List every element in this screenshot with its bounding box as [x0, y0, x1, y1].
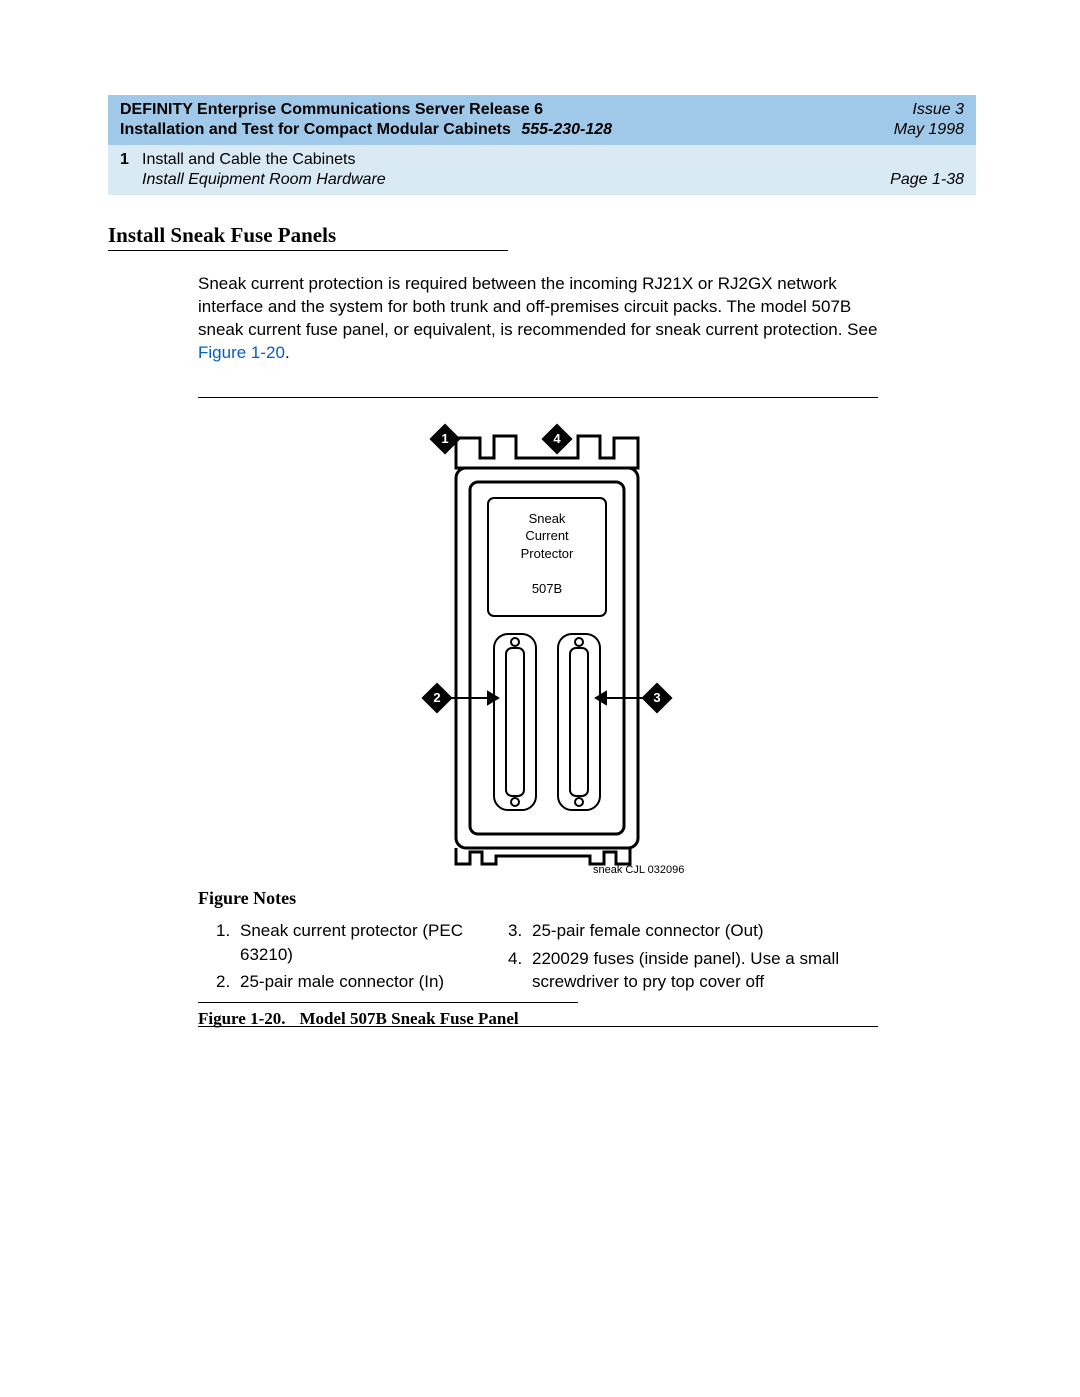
header-row-3: 1 Install and Cable the Cabinets: [108, 145, 976, 171]
callout-3: 3: [641, 682, 672, 713]
caption-rule: [198, 1002, 578, 1003]
figure-caption: Figure 1-20. Model 507B Sneak Fuse Panel: [198, 1009, 976, 1029]
issue-date: May 1998: [894, 121, 964, 139]
drawing-code: sneak CJL 032096: [593, 864, 684, 876]
list-item: 1. Sneak current protector (PEC 63210): [216, 919, 498, 967]
product-title-line1: DEFINITY Enterprise Communications Serve…: [120, 101, 912, 119]
chapter-title: Install and Cable the Cabinets: [142, 151, 964, 169]
issue-label: Issue 3: [912, 101, 964, 119]
figure-link[interactable]: Figure 1-20: [198, 343, 285, 362]
list-item: 4. 220029 fuses (inside panel). Use a sm…: [508, 947, 878, 995]
figure-diagram: 1 4 2 3 Sneak Current Protector 507B sne…: [198, 398, 878, 878]
callout-2: 2: [421, 682, 452, 713]
figure-notes-heading: Figure Notes: [198, 888, 976, 909]
list-item: 2. 25-pair male connector (In): [216, 970, 498, 994]
doc-number: 555-230-128: [521, 121, 612, 138]
figure-notes-col-left: 1. Sneak current protector (PEC 63210) 2…: [198, 919, 498, 998]
paragraph-text-post: .: [285, 343, 290, 362]
figure-notes-col-right: 3. 25-pair female connector (Out) 4. 220…: [498, 919, 878, 998]
figure-caption-title: Model 507B Sneak Fuse Panel: [300, 1009, 519, 1028]
page-number: Page 1-38: [890, 171, 964, 189]
list-item: 3. 25-pair female connector (Out): [508, 919, 878, 943]
paragraph-text-pre: Sneak current protection is required bet…: [198, 274, 877, 339]
header-row-4: Install Equipment Room Hardware Page 1-3…: [108, 171, 976, 195]
callout-4: 4: [541, 423, 572, 454]
figure-notes: 1. Sneak current protector (PEC 63210) 2…: [198, 919, 878, 998]
callout-1: 1: [429, 423, 460, 454]
chapter-number: 1: [120, 151, 142, 169]
subsection-title: Install Equipment Room Hardware: [142, 171, 890, 189]
body-paragraph: Sneak current protection is required bet…: [198, 273, 878, 365]
device-label: Sneak Current Protector 507B: [487, 510, 607, 598]
section-heading: Install Sneak Fuse Panels: [108, 223, 508, 251]
header-row-1: DEFINITY Enterprise Communications Serve…: [108, 95, 976, 121]
header-row-2: Installation and Test for Compact Modula…: [108, 121, 976, 145]
figure-caption-number: Figure 1-20.: [198, 1009, 286, 1028]
product-title-line2: Installation and Test for Compact Modula…: [120, 121, 894, 139]
sneak-fuse-panel-svg: [198, 398, 878, 878]
